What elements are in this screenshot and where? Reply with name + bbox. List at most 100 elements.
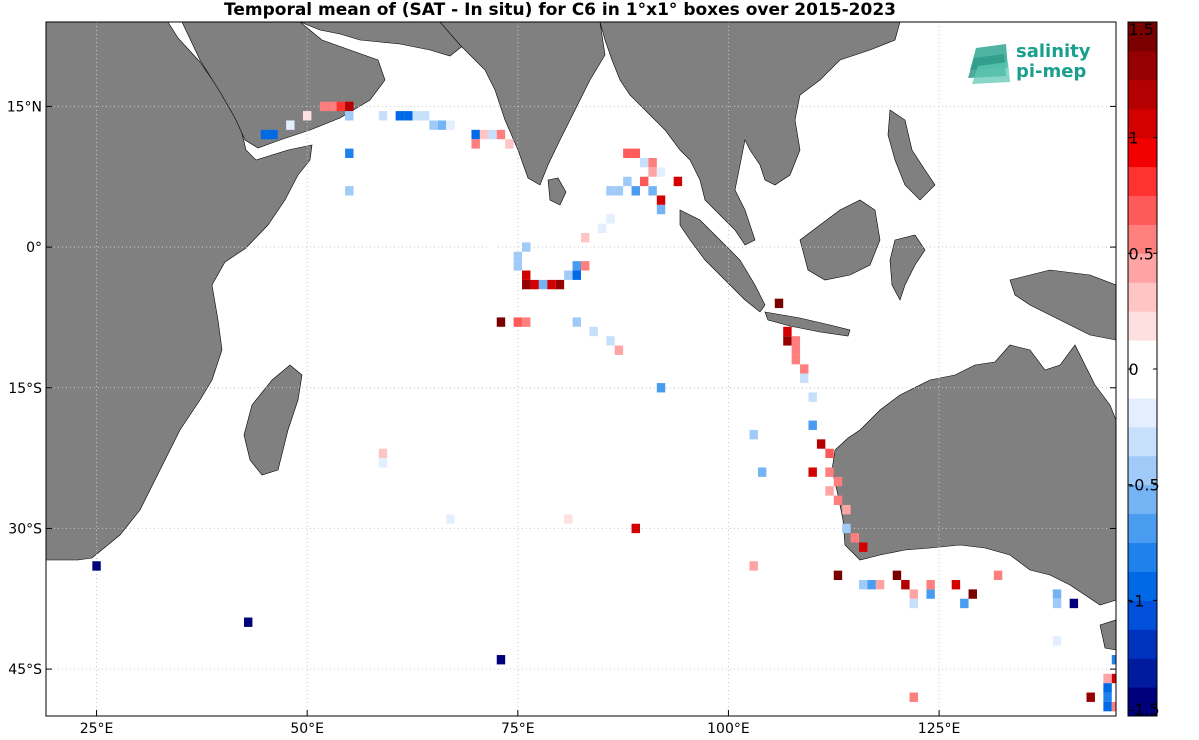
colorbar-tick-label: 1 — [1129, 129, 1139, 148]
data-cell — [269, 129, 278, 140]
colorbar-segment — [1128, 600, 1157, 630]
colorbar-tick-label: -0.5 — [1129, 476, 1160, 495]
colorbar-segment — [1128, 455, 1157, 486]
data-cell — [496, 129, 506, 140]
data-cell — [1086, 692, 1095, 702]
data-cell — [656, 383, 666, 393]
land-newguinea — [1009, 269, 1116, 341]
data-cell — [1052, 589, 1062, 599]
data-cell — [614, 345, 624, 355]
land-sulawesi — [889, 234, 926, 301]
data-cell — [808, 420, 817, 430]
data-cell — [757, 467, 767, 477]
data-cell — [648, 167, 657, 177]
data-cell — [488, 129, 497, 140]
data-cell — [623, 148, 632, 158]
data-cell — [437, 120, 447, 130]
data-cell — [522, 317, 531, 327]
data-cell — [825, 467, 834, 477]
data-cell — [816, 439, 826, 449]
y-tick-label: 15°S — [8, 381, 42, 397]
land-tasmania — [1099, 619, 1116, 651]
colorbar-segment — [1128, 484, 1157, 515]
data-cell — [926, 589, 935, 599]
colorbar-segment — [1128, 340, 1157, 370]
data-cell — [513, 251, 523, 262]
colorbar-segment — [1128, 687, 1157, 717]
data-cell — [538, 279, 548, 290]
colorbar: 1.5 1 0.5 0 -0.5 -1 -1.5 — [1127, 20, 1160, 719]
logo-line1: salinity — [1016, 41, 1091, 62]
land-madagascar — [243, 364, 303, 476]
data-cell — [800, 364, 809, 374]
data-cell — [656, 195, 666, 205]
data-cell — [488, 242, 497, 252]
data-cell — [631, 186, 640, 196]
x-tick-label: 75°E — [501, 721, 535, 737]
plot-frame — [45, 21, 1117, 717]
colorbar-tick-label: 0 — [1129, 360, 1139, 379]
data-cell — [808, 392, 817, 402]
data-cell — [631, 523, 640, 534]
colorbar-segment — [1128, 571, 1157, 601]
colorbar-tick-label: -1 — [1129, 591, 1145, 610]
y-tick-label: 45°S — [8, 662, 42, 678]
logo-line2: pi-mep — [1016, 61, 1087, 82]
colorbar-segment — [1128, 137, 1157, 168]
colorbar-segment — [1128, 369, 1157, 399]
colorbar-segment — [1128, 542, 1157, 572]
data-cell — [1103, 701, 1112, 712]
data-cell — [446, 514, 455, 524]
data-cell — [496, 655, 506, 665]
data-cell — [800, 373, 809, 384]
data-cell — [597, 223, 607, 234]
data-cell — [1052, 636, 1062, 646]
y-tick-label: 0° — [26, 240, 42, 256]
data-cell — [909, 598, 919, 609]
data-cell — [968, 589, 977, 599]
data-cell — [867, 580, 876, 590]
data-cell — [547, 279, 556, 290]
colorbar-segment — [1128, 311, 1157, 341]
data-cell — [412, 111, 421, 121]
data-cell — [648, 157, 657, 168]
data-cell — [555, 279, 565, 290]
data-cell — [833, 495, 843, 505]
data-cell — [859, 580, 868, 590]
data-cell — [446, 120, 455, 130]
data-cell — [892, 570, 902, 581]
data-cell — [791, 336, 801, 346]
data-cell — [378, 448, 388, 459]
land-srilanka — [547, 177, 567, 206]
colorbar-segment — [1128, 253, 1157, 283]
y-tick-label: 30°S — [8, 521, 42, 537]
data-cell — [606, 186, 615, 196]
land-india — [439, 22, 606, 186]
colorbar-segment — [1128, 79, 1157, 110]
data-cell — [901, 580, 910, 590]
data-cell — [606, 336, 615, 346]
data-cell — [345, 186, 354, 196]
colorbar-segment — [1128, 282, 1157, 312]
data-cell — [243, 617, 253, 627]
data-cell — [522, 279, 531, 290]
data-cell — [833, 476, 843, 487]
data-cell — [631, 148, 640, 158]
colorbar-segment — [1128, 224, 1157, 254]
data-cell — [673, 176, 683, 187]
data-cell — [286, 120, 295, 130]
data-cell — [572, 317, 581, 327]
colorbar-segment — [1128, 426, 1157, 457]
data-cell — [302, 111, 312, 121]
data-cell — [572, 261, 581, 271]
data-cell — [825, 448, 834, 459]
colorbar-segment — [1128, 195, 1157, 225]
chart-title: Temporal mean of (SAT - In situ) for C6 … — [224, 0, 896, 20]
data-cell — [850, 533, 860, 543]
colorbar-segment — [1128, 658, 1157, 688]
salinity-pimep-logo: salinity pi-mep — [966, 40, 1096, 86]
waves-logo-icon — [968, 44, 1010, 84]
data-cell — [639, 176, 649, 187]
data-cell — [1111, 655, 1116, 665]
